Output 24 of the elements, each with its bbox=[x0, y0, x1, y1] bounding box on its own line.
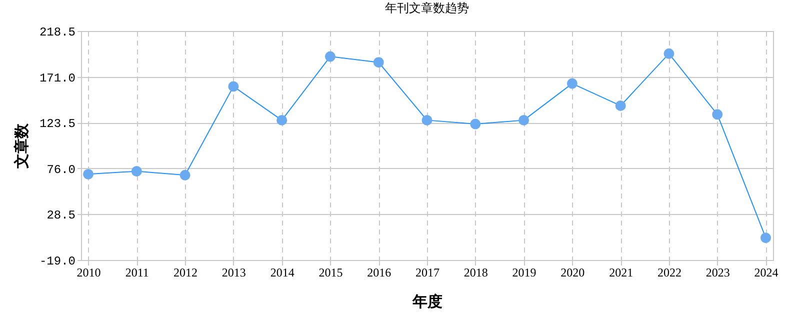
x-tick-label: 2014 bbox=[270, 266, 294, 280]
y-tick-label: 123.5 bbox=[39, 117, 76, 132]
chart-title: 年刊文章数趋势 bbox=[385, 1, 469, 15]
x-tick-label: 2015 bbox=[318, 266, 343, 280]
x-axis-title: 年度 bbox=[412, 292, 442, 310]
x-tick-label: 2021 bbox=[609, 266, 634, 280]
y-tick-label: -19.0 bbox=[39, 254, 76, 268]
x-tick-label: 2018 bbox=[464, 266, 488, 280]
y-tick-label: 76.0 bbox=[46, 162, 76, 177]
y-tick-label: 218.5 bbox=[39, 26, 76, 40]
y-tick-label: 28.5 bbox=[46, 208, 76, 223]
x-tick-label: 2023 bbox=[706, 266, 730, 280]
x-tick-label: 2011 bbox=[125, 266, 149, 280]
x-tick-label: 2013 bbox=[222, 266, 246, 280]
x-tick-label: 2016 bbox=[367, 266, 392, 280]
x-tick-label: 2024 bbox=[754, 266, 778, 280]
x-tick-label: 2022 bbox=[657, 266, 682, 280]
x-tick-label: 2012 bbox=[174, 266, 198, 280]
y-tick-label: 171.0 bbox=[39, 71, 76, 86]
x-tick-label: 2017 bbox=[416, 266, 440, 280]
x-tick-label: 2020 bbox=[560, 266, 585, 280]
x-tick-label: 2010 bbox=[76, 266, 101, 280]
y-axis-title: 文章数 bbox=[12, 122, 30, 170]
x-tick-label: 2019 bbox=[512, 266, 536, 280]
